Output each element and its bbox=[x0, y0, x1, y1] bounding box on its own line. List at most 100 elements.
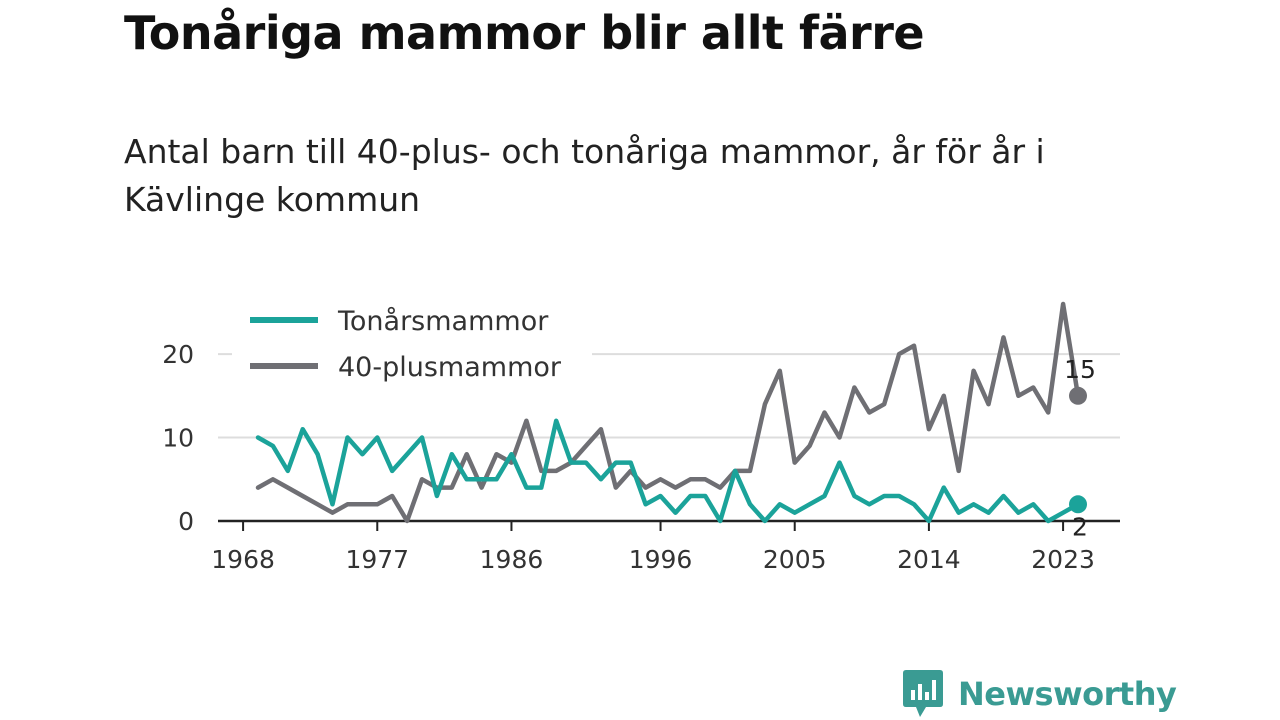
data-point bbox=[630, 470, 632, 472]
data-point bbox=[600, 428, 602, 430]
data-point bbox=[540, 470, 542, 472]
data-point bbox=[645, 503, 647, 505]
x-tick-label: 1968 bbox=[211, 545, 275, 574]
data-point bbox=[1003, 495, 1004, 497]
data-point bbox=[1047, 520, 1049, 522]
data-point bbox=[943, 487, 945, 489]
data-point bbox=[853, 495, 855, 497]
data-point bbox=[555, 470, 557, 472]
data-point bbox=[481, 478, 483, 480]
data-point bbox=[689, 495, 691, 497]
data-point bbox=[794, 462, 796, 464]
legend-label-40-plusmammor: 40-plusmammor bbox=[338, 352, 562, 383]
data-point bbox=[1017, 512, 1019, 514]
data-point bbox=[839, 462, 840, 464]
data-point bbox=[719, 520, 721, 522]
data-point bbox=[302, 495, 304, 497]
data-point bbox=[1017, 395, 1019, 397]
data-point bbox=[928, 428, 930, 430]
data-point bbox=[824, 412, 825, 413]
data-point bbox=[898, 495, 900, 497]
data-point bbox=[988, 403, 989, 405]
chart-subtitle: Antal barn till 40-plus- och tonåriga ma… bbox=[124, 132, 1045, 219]
data-point bbox=[1062, 512, 1064, 514]
data-point bbox=[511, 453, 512, 455]
data-point bbox=[257, 437, 259, 438]
data-point bbox=[704, 478, 706, 480]
data-point bbox=[600, 478, 602, 480]
data-point bbox=[451, 487, 453, 489]
data-point bbox=[928, 520, 930, 522]
x-tick-label: 1986 bbox=[480, 545, 544, 574]
data-point bbox=[913, 345, 915, 347]
data-point bbox=[585, 462, 587, 464]
data-point bbox=[481, 487, 483, 489]
x-axis-ticks: 1968 1977 1986 1996 2005 2014 2023 bbox=[211, 521, 1095, 574]
data-point bbox=[883, 403, 885, 405]
legend-label-tonarsmammor: Tonårsmammor bbox=[337, 306, 549, 337]
newsworthy-logo-icon bbox=[903, 670, 943, 717]
x-tick-label: 1977 bbox=[345, 545, 409, 574]
data-point bbox=[332, 512, 333, 514]
y-tick-label: 0 bbox=[178, 507, 194, 536]
data-point bbox=[1047, 412, 1049, 413]
data-point bbox=[630, 462, 632, 464]
data-point bbox=[883, 495, 885, 497]
data-point bbox=[973, 503, 975, 505]
data-point bbox=[794, 512, 796, 514]
data-point bbox=[704, 495, 706, 497]
data-point bbox=[1062, 303, 1064, 305]
data-point bbox=[943, 395, 945, 397]
x-tick-label: 2005 bbox=[763, 545, 827, 574]
data-point bbox=[317, 453, 319, 455]
brand-logo: Newsworthy bbox=[902, 668, 1177, 720]
data-point bbox=[585, 445, 587, 447]
data-point bbox=[660, 478, 661, 480]
data-point bbox=[332, 503, 333, 505]
x-tick-label: 2014 bbox=[897, 545, 961, 574]
end-value-label: 15 bbox=[1064, 355, 1096, 384]
legend: Tonårsmammor 40-plusmammor bbox=[232, 298, 592, 390]
data-point bbox=[376, 437, 378, 438]
brand-name: Newsworthy bbox=[958, 675, 1177, 713]
data-point bbox=[466, 453, 468, 455]
data-point bbox=[287, 470, 289, 472]
end-value-label: 2 bbox=[1072, 512, 1088, 541]
data-point bbox=[406, 520, 408, 522]
data-point bbox=[391, 470, 393, 472]
data-point bbox=[361, 503, 363, 505]
data-point bbox=[734, 470, 736, 472]
end-markers: 2 15 bbox=[1064, 355, 1096, 542]
chart-title: Tonåriga mammor blir allt färre bbox=[124, 6, 925, 60]
data-point bbox=[570, 462, 572, 464]
data-point bbox=[913, 503, 915, 505]
data-point bbox=[645, 487, 647, 489]
data-point bbox=[257, 487, 259, 489]
data-point bbox=[496, 453, 497, 455]
data-point bbox=[347, 503, 348, 505]
data-point bbox=[436, 495, 438, 497]
data-point bbox=[749, 503, 751, 505]
data-point bbox=[615, 487, 617, 489]
data-point bbox=[615, 462, 617, 464]
data-point bbox=[764, 403, 766, 405]
data-point bbox=[779, 370, 781, 372]
end-marker-tonarsmammor bbox=[1069, 495, 1087, 514]
data-point bbox=[555, 420, 557, 422]
data-point bbox=[361, 453, 363, 455]
data-point bbox=[302, 428, 304, 430]
data-point bbox=[525, 487, 527, 489]
data-point bbox=[809, 445, 811, 447]
data-point bbox=[973, 370, 975, 372]
data-point bbox=[764, 520, 766, 522]
data-point bbox=[839, 437, 840, 438]
data-point bbox=[406, 453, 408, 455]
series-lines bbox=[255, 301, 1081, 524]
data-point bbox=[809, 503, 811, 505]
data-point bbox=[749, 470, 751, 472]
data-point bbox=[675, 487, 676, 489]
data-point bbox=[421, 478, 423, 480]
data-point bbox=[451, 453, 453, 455]
series-line-40-plusmammor bbox=[255, 301, 1081, 524]
